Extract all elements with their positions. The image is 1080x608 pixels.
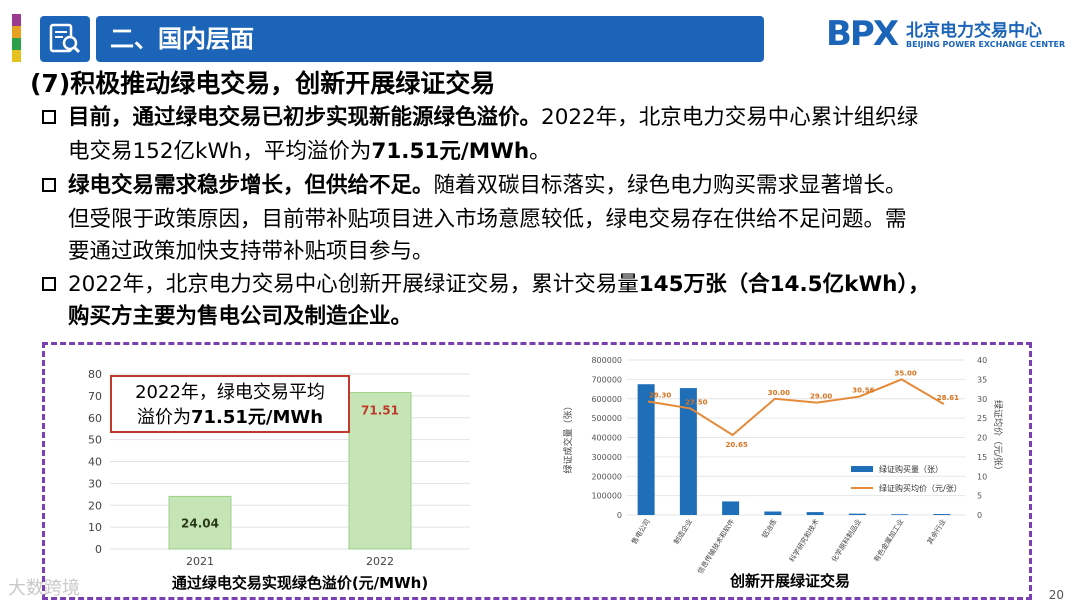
y-right-tick-label: 0: [977, 511, 982, 520]
data-label: 35.00: [895, 369, 917, 377]
price-line: [647, 378, 945, 437]
bar: [168, 495, 232, 550]
header-icon-box: [40, 16, 90, 62]
bullet2-line3: 要通过政策加快支持带补贴项目参与。: [68, 239, 434, 264]
header-bar: [96, 16, 764, 62]
bullet-marker: [42, 110, 56, 124]
logo-mark: BPX: [826, 14, 899, 54]
section-subtitle: (7)积极推动绿电交易，创新开展绿证交易: [30, 69, 496, 98]
x-tick-label: 其余行业: [925, 517, 947, 546]
bar: [637, 384, 655, 515]
bullet1-line1: 目前，通过绿电交易已初步实现新能源绿色溢价。2022年，北京电力交易中心累计组织…: [68, 105, 919, 130]
y-left-tick-label: 500000: [591, 414, 622, 423]
bullet-marker: [42, 178, 56, 192]
logo-en-name: BEIJING POWER EXCHANGE CENTER: [906, 40, 1066, 49]
page-number: 20: [1048, 588, 1064, 602]
y-left-tick-label: 700000: [591, 375, 622, 384]
logo-cn-name: 北京电力交易中心: [906, 21, 1042, 41]
data-label: 30.56: [852, 387, 874, 395]
y-right-tick-label: 20: [977, 434, 987, 443]
y-tick-label: 20: [88, 499, 102, 512]
y-right-axis-label: 绿证均价（元/张）: [992, 400, 1004, 475]
y-right-tick-label: 5: [977, 492, 982, 501]
data-label: 29.00: [810, 393, 832, 401]
bullet-marker: [42, 277, 56, 291]
y-left-tick-label: 800000: [591, 356, 622, 365]
chart-frame: [42, 342, 1032, 600]
data-label: 20.65: [726, 441, 748, 449]
bar: [848, 513, 866, 515]
y-left-tick-label: 100000: [591, 492, 622, 501]
x-tick-label: 科学研究和技术: [787, 517, 821, 563]
y-left-axis-label: 绿证成交量（张）: [562, 401, 574, 473]
y-left-tick-label: 300000: [591, 453, 622, 462]
x-tick-label: 2022: [366, 555, 394, 568]
legend-swatch-bar: [851, 466, 873, 472]
bullet1-line2: 电交易152亿kWh，平均溢价为71.51元/MWh。: [68, 139, 551, 164]
y-left-tick-label: 200000: [591, 472, 622, 481]
x-tick-label: 有色金属加工业: [872, 517, 906, 563]
y-tick-label: 80: [88, 368, 102, 381]
y-tick-label: 0: [95, 543, 102, 556]
bar: [891, 514, 909, 515]
callout-line1: 2022年，绿电交易平均: [135, 382, 325, 403]
green-premium-bar-chart: 0 10 20 30 40 50 60 70 80 24.04 2021 71.51 2022 通过绿电交…: [88, 368, 470, 592]
x-tick-label: 制造企业: [672, 517, 694, 546]
data-label: 28.61: [937, 394, 959, 402]
bar: [933, 514, 951, 515]
x-tick-label: 化学原料制品业: [829, 517, 863, 563]
x-tick-label: 售电公司: [629, 517, 651, 546]
y-tick-label: 30: [88, 477, 102, 490]
premium-callout: 2022年，绿电交易平均 溢价为71.51元/MWh: [110, 375, 350, 433]
y-tick-label: 50: [88, 434, 102, 447]
data-label: 27.50: [685, 398, 707, 406]
x-tick-label: 信息传输技术和软件: [695, 517, 736, 575]
strip-orange: [12, 26, 21, 38]
strip-yellow: [12, 50, 21, 62]
y-tick-label: 10: [88, 521, 102, 534]
chart-title: 通过绿电交易实现绿色溢价(元/MWh): [172, 574, 428, 592]
data-label: 71.51: [361, 404, 399, 418]
watermark: 大数跨境: [8, 578, 80, 599]
bullet3-line2: 购买方主要为售电公司及制造企业。: [68, 304, 413, 329]
bar: [679, 388, 697, 515]
y-right-tick-label: 15: [977, 453, 987, 462]
header-title: 二、国内层面: [110, 25, 254, 53]
data-label: 30.00: [768, 389, 790, 397]
strip-purple: [12, 14, 21, 26]
legend-label: 绿证购买均价（元/张）: [879, 483, 962, 493]
y-left-tick-label: 0: [617, 511, 622, 520]
bullet2-line1: 绿电交易需求稳步增长，但供给不足。随着双碳目标落实，绿色电力购买需求显著增长。: [68, 173, 907, 198]
certificate-trading-combo-chart: 0 100000 200000 300000 400000 500000 600000 700…: [562, 356, 1004, 590]
legend-label: 绿证购买量（张）: [879, 464, 943, 474]
x-tick-label: 2021: [186, 555, 214, 568]
bar: [806, 512, 824, 515]
bar: [764, 511, 782, 515]
bar: [722, 501, 740, 515]
y-left-tick-label: 600000: [591, 395, 622, 404]
y-right-tick-label: 10: [977, 472, 987, 481]
y-tick-label: 70: [88, 390, 102, 403]
y-tick-label: 40: [88, 456, 102, 469]
data-label: 29.30: [649, 391, 671, 399]
callout-line2: 溢价为71.51元/MWh: [136, 407, 324, 428]
chart-title: 创新开展绿证交易: [729, 572, 850, 590]
y-right-tick-label: 25: [977, 414, 987, 423]
x-tick-label: 铝冶炼: [760, 517, 779, 540]
y-right-tick-label: 30: [977, 395, 987, 404]
y-right-tick-label: 40: [977, 356, 987, 365]
document-search-icon: [49, 23, 81, 54]
y-tick-label: 60: [88, 412, 102, 425]
bar: [348, 392, 412, 550]
y-right-tick-label: 35: [977, 375, 987, 384]
strip-green: [12, 38, 21, 50]
bpx-logo: BPX: [826, 14, 899, 54]
bullet3-line1: 2022年，北京电力交易中心创新开展绿证交易，累计交易量145万张（合14.5亿…: [68, 272, 930, 297]
data-label: 24.04: [181, 517, 219, 531]
y-left-tick-label: 400000: [591, 434, 622, 443]
bullet2-line2: 但受限于政策原因，目前带补贴项目进入市场意愿较低，绿电交易存在供给不足问题。需: [68, 207, 907, 232]
